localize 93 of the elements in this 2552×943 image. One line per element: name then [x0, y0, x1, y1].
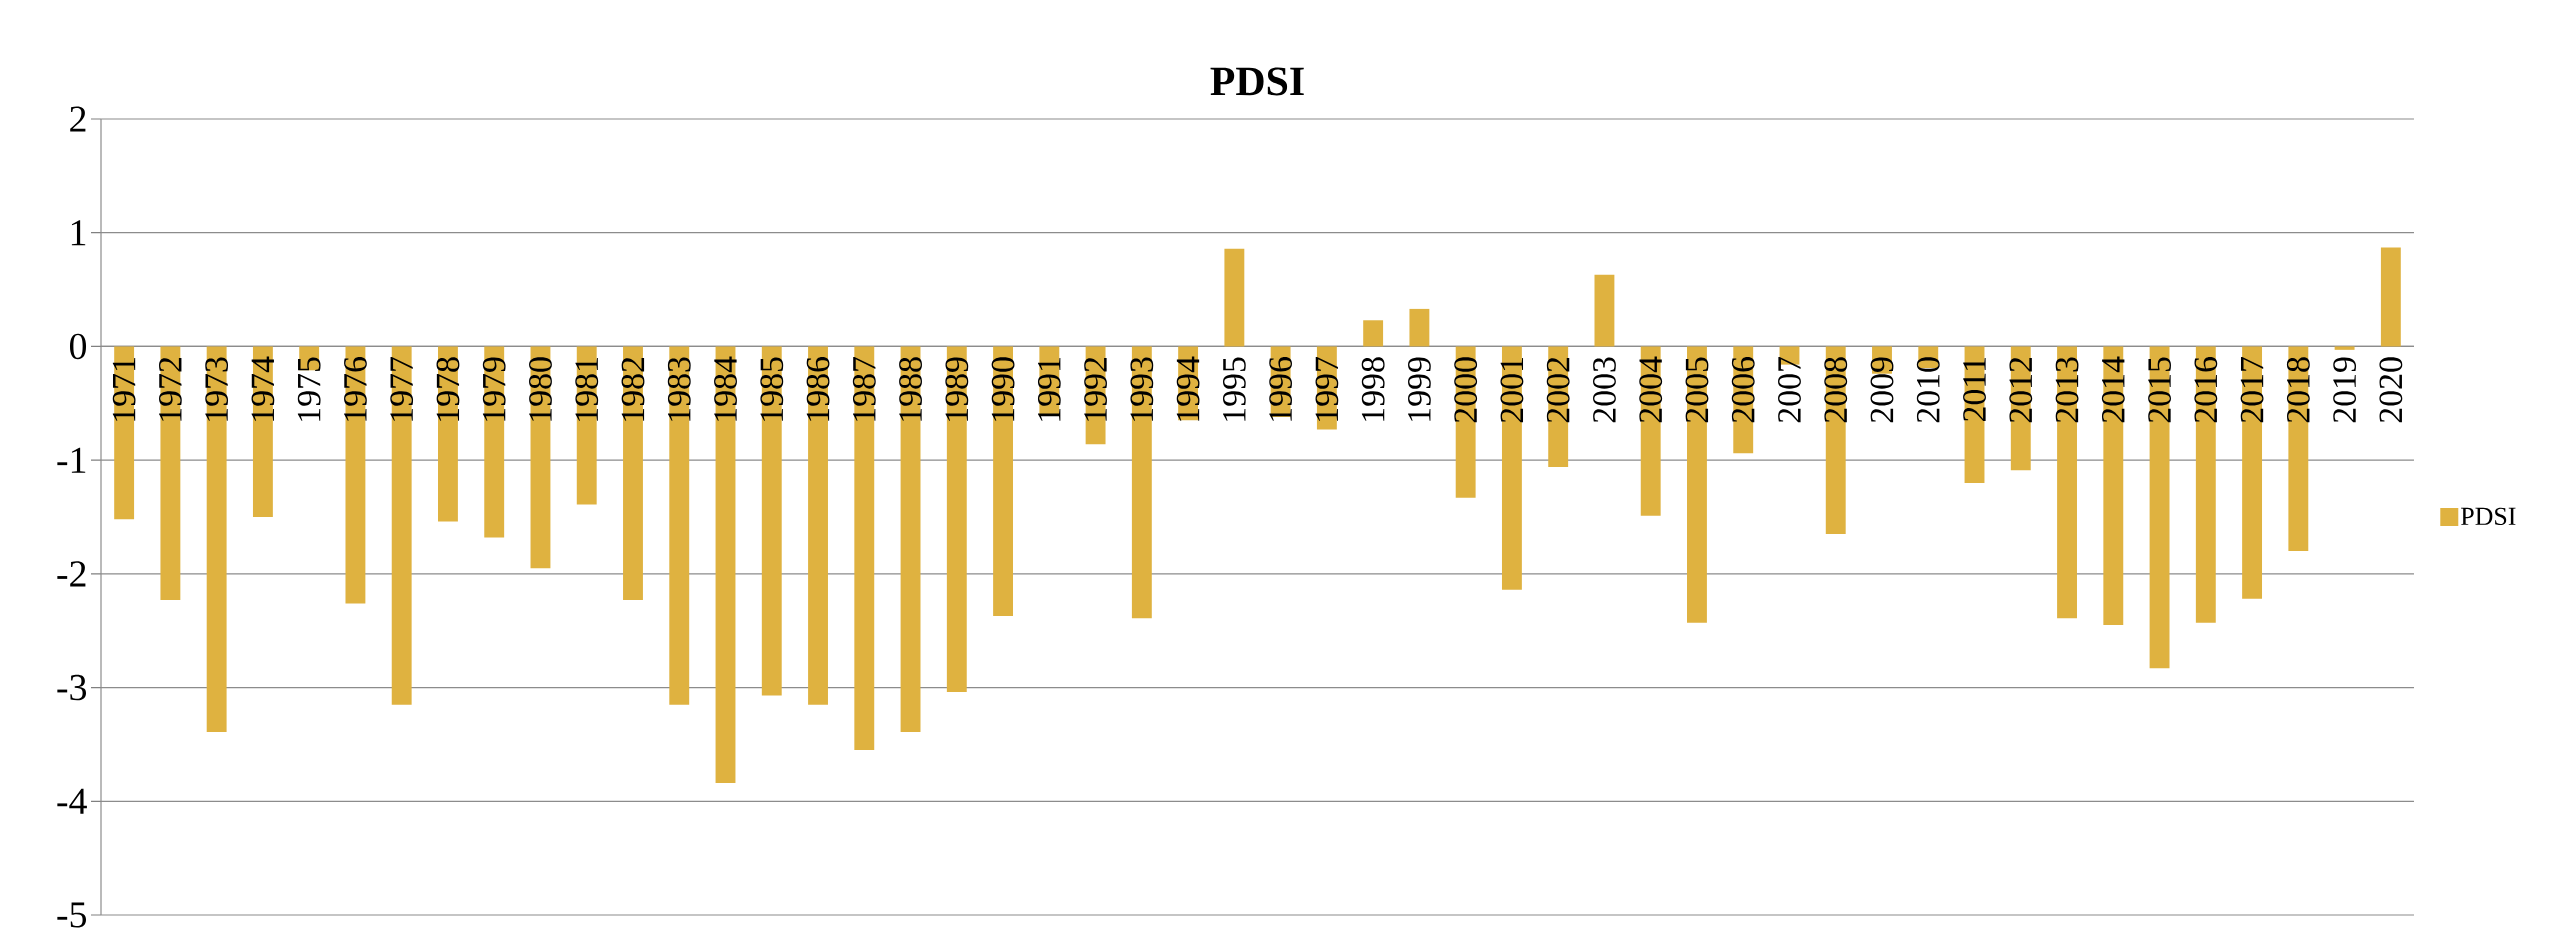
x-tick-label: 1975 — [297, 357, 321, 421]
x-tick-label: 1997 — [1315, 357, 1339, 421]
y-tick-label: -4 — [57, 788, 87, 814]
x-tick-label: 1979 — [482, 357, 506, 421]
x-tick-label: 1995 — [1222, 357, 1246, 421]
x-tick-label: 2012 — [2009, 357, 2033, 423]
x-tick-label: 1994 — [1176, 356, 1200, 421]
x-tick-label: 1998 — [1361, 357, 1385, 421]
x-tick-label: 2018 — [2286, 357, 2310, 423]
y-tick-label: -1 — [57, 447, 86, 473]
x-tick-label: 1999 — [1408, 357, 1431, 421]
x-tick-label: 1985 — [760, 357, 784, 421]
x-tick-label: 1992 — [1084, 357, 1107, 421]
x-tick-label: 2006 — [1731, 357, 1755, 423]
bar — [1224, 248, 1245, 347]
x-tick-label: 2004 — [1639, 356, 1663, 423]
x-tick-label: 1993 — [1130, 357, 1154, 421]
x-tick-label: 1982 — [621, 357, 645, 421]
x-tick-label: 1984 — [714, 356, 737, 421]
x-tick-label: 2005 — [1685, 357, 1709, 423]
bar — [1363, 320, 1384, 347]
x-tick-label: 2001 — [1500, 358, 1524, 423]
bar — [206, 346, 227, 732]
chart-title: PDSI — [1210, 67, 1304, 96]
bar — [576, 346, 597, 505]
x-tick-label: 1983 — [667, 357, 691, 421]
bar — [1501, 346, 1522, 590]
x-tick-label: 2016 — [2194, 357, 2218, 423]
bar — [2242, 346, 2263, 599]
bar — [2334, 346, 2355, 350]
x-tick-label: 1988 — [899, 357, 922, 421]
x-tick-label: 1986 — [806, 357, 830, 421]
bar — [345, 346, 366, 604]
x-tick-label: 1977 — [390, 357, 414, 421]
bar — [391, 346, 412, 705]
bar — [2195, 346, 2216, 623]
bar — [438, 346, 458, 522]
y-tick-label: 0 — [69, 333, 87, 360]
legend-label: PDSI — [2461, 507, 2516, 526]
bar — [2288, 346, 2309, 552]
x-tick-label: 1987 — [852, 357, 876, 421]
x-tick-label: 2007 — [1778, 357, 1801, 423]
bar — [2103, 346, 2124, 626]
x-tick-label: 2011 — [1963, 358, 1986, 422]
bar — [484, 346, 505, 538]
bar — [1687, 346, 1707, 623]
bar — [1131, 346, 1152, 619]
bar — [761, 346, 782, 696]
bar — [2057, 346, 2077, 619]
x-tick-label: 2015 — [2148, 357, 2171, 423]
x-tick-label: 2019 — [2333, 357, 2357, 423]
x-tick-label: 2013 — [2055, 357, 2079, 423]
x-tick-label: 2002 — [1546, 357, 1570, 423]
x-tick-label: 1981 — [575, 358, 599, 421]
x-tick-label: 2014 — [2101, 356, 2125, 423]
bar — [1594, 274, 1615, 347]
bar — [715, 346, 736, 784]
bar — [252, 346, 273, 517]
bar — [2149, 346, 2170, 669]
bar — [2380, 247, 2401, 347]
x-tick-label: 2008 — [1824, 357, 1848, 423]
x-tick-label: 1978 — [436, 357, 460, 421]
x-tick-label: 1976 — [344, 357, 367, 421]
bar — [160, 346, 181, 601]
x-tick-label: 1980 — [529, 357, 552, 421]
bar — [1409, 308, 1430, 347]
y-tick-label: -2 — [57, 561, 86, 587]
x-tick-label: 1971 — [112, 358, 136, 421]
x-tick-label: 2000 — [1454, 357, 1478, 423]
x-tick-label: 2020 — [2379, 357, 2403, 423]
y-tick-label: 2 — [70, 106, 86, 132]
x-tick-label: 1989 — [945, 357, 969, 421]
x-tick-label: 1990 — [991, 357, 1015, 421]
y-tick-label: 1 — [71, 220, 86, 246]
bar — [623, 346, 643, 601]
bar — [114, 346, 135, 520]
x-tick-label: 1996 — [1269, 357, 1292, 421]
bar — [946, 346, 967, 693]
bar — [669, 346, 690, 705]
x-tick-label: 2017 — [2240, 357, 2264, 423]
x-tick-label: 1972 — [159, 357, 182, 421]
x-tick-label: 1974 — [251, 356, 275, 421]
bar — [993, 346, 1014, 616]
x-tick-label: 2009 — [1870, 357, 1894, 423]
bar — [900, 346, 921, 732]
x-tick-label: 2003 — [1593, 357, 1616, 423]
y-tick-label: -5 — [57, 902, 86, 928]
bar — [854, 346, 875, 751]
x-tick-label: 2010 — [1916, 357, 1940, 423]
x-tick-label: 1973 — [205, 357, 229, 421]
bar — [808, 346, 828, 705]
x-tick-label: 1991 — [1037, 358, 1061, 421]
y-tick-label: -3 — [57, 674, 86, 701]
